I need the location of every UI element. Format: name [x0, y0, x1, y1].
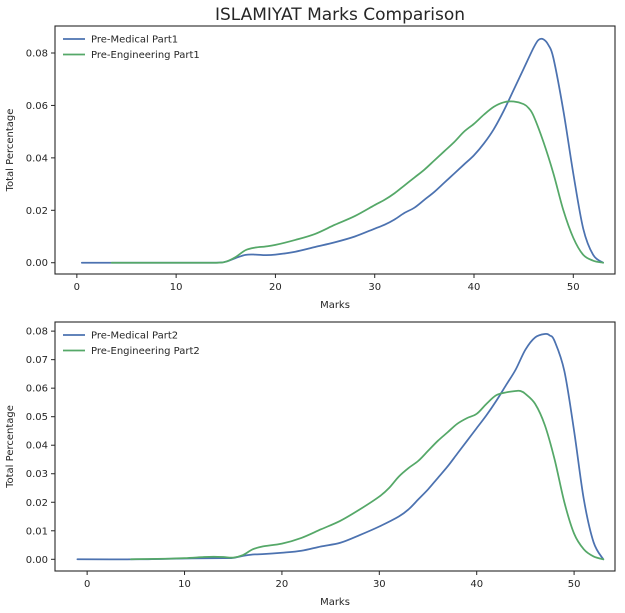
x-tick-label: 40	[468, 282, 481, 293]
series-line-2	[130, 389, 605, 561]
y-tick-label: 0.00	[26, 258, 48, 269]
y-tick-label: 0.06	[26, 384, 48, 395]
series-line-1	[80, 37, 604, 264]
x-tick-label: 50	[568, 579, 581, 590]
y-tick-label: 0.05	[26, 412, 48, 423]
y-tick-label: 0.08	[26, 49, 48, 60]
series-line-1	[76, 333, 605, 561]
y-tick-label: 0.01	[26, 526, 48, 537]
y-tick-label: 0.08	[26, 327, 48, 338]
legend-label: Pre-Medical Part2	[91, 331, 178, 342]
y-tick-label: 0.00	[26, 555, 48, 566]
x-tick-label: 20	[276, 579, 289, 590]
y-tick-label: 0.07	[26, 355, 48, 366]
legend-label: Pre-Medical Part1	[91, 35, 178, 46]
plot-frame	[54, 321, 616, 572]
charts: 0 10 20 30 40 50 0.00 0.02 0.04 0.06 0.08 Marks Tota…	[5, 25, 616, 608]
chart-title: ISLAMIYAT Marks Comparison	[215, 5, 465, 25]
x-tick-label: 0	[84, 579, 90, 590]
y-tick-label: 0.02	[26, 498, 48, 509]
y-axis-label: Total Percentage	[5, 109, 16, 193]
legend-label: Pre-Engineering Part1	[91, 50, 200, 61]
y-tick-label: 0.02	[26, 206, 48, 217]
x-tick-label: 20	[269, 282, 282, 293]
x-axis-label: Marks	[320, 300, 350, 311]
x-tick-label: 0	[74, 282, 80, 293]
y-tick-label: 0.03	[26, 469, 48, 480]
x-tick-label: 10	[170, 282, 183, 293]
x-tick-label: 30	[373, 579, 386, 590]
y-tick-label: 0.04	[26, 441, 48, 452]
y-tick-label: 0.06	[26, 101, 48, 112]
x-tick-label: 50	[567, 282, 580, 293]
series-line-2	[110, 100, 604, 264]
legend: Pre-Medical Part2 Pre-Engineering Part2	[63, 331, 200, 357]
legend-label: Pre-Engineering Part2	[91, 346, 200, 357]
subplot-2: 0 10 20 30 40 50 0.00 0.01 0.02 0.03 0.04 0.05 0.06 0…	[5, 321, 616, 608]
x-tick-label: 40	[470, 579, 483, 590]
y-axis-label: Total Percentage	[5, 405, 16, 489]
x-tick-label: 30	[368, 282, 381, 293]
legend: Pre-Medical Part1 Pre-Engineering Part1	[63, 35, 200, 61]
plot-frame	[54, 25, 616, 275]
x-tick-label: 10	[178, 579, 191, 590]
y-tick-label: 0.04	[26, 153, 48, 164]
subplot-1: 0 10 20 30 40 50 0.00 0.02 0.04 0.06 0.08 Marks Tota…	[5, 25, 616, 311]
x-axis-label: Marks	[320, 597, 350, 608]
